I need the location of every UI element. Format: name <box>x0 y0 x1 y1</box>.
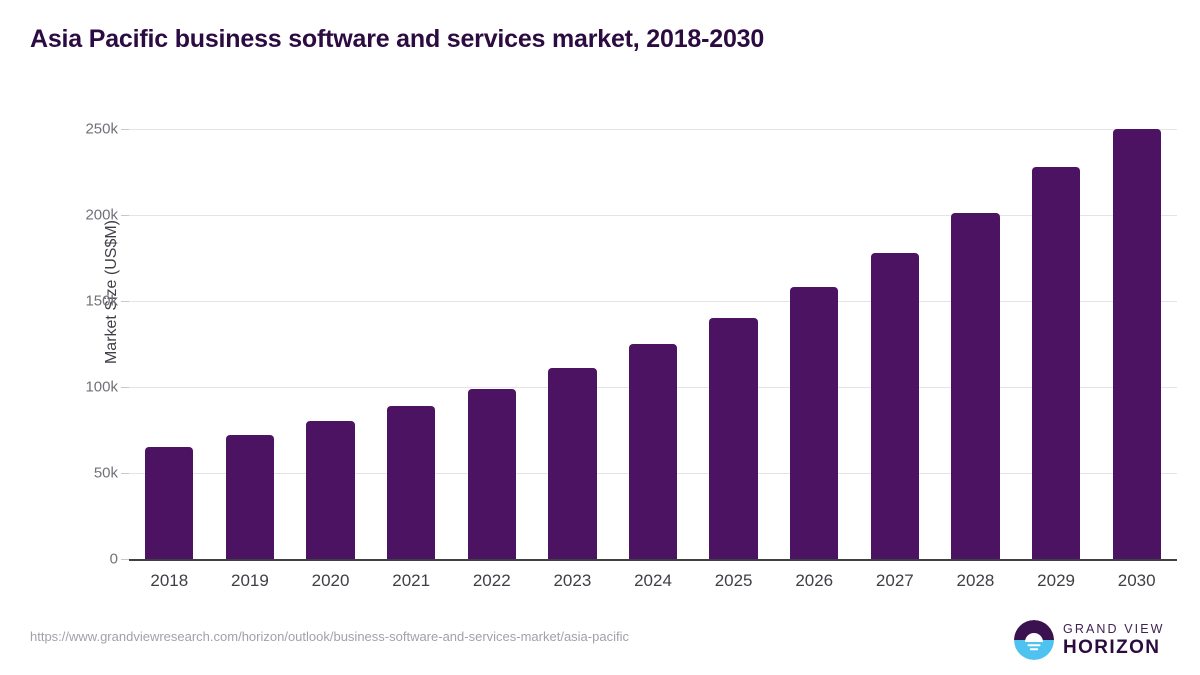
x-tick-label-2021: 2021 <box>392 571 431 590</box>
y-tick-mark <box>121 559 129 560</box>
x-tick-label-2025: 2025 <box>714 571 753 590</box>
y-tick-mark <box>121 301 129 302</box>
bar-slot[interactable] <box>1112 129 1161 559</box>
y-tick-label: 50k <box>93 464 118 482</box>
y-tick-label: 150k <box>85 292 118 310</box>
bar-slot[interactable] <box>628 129 678 559</box>
bar-slot[interactable] <box>467 129 516 559</box>
bar-slot[interactable] <box>790 129 839 559</box>
x-tick-label-2019: 2019 <box>231 571 269 590</box>
x-axis-line <box>129 559 1177 561</box>
x-tick-label-2026: 2026 <box>795 571 834 590</box>
x-tick-label-2028: 2028 <box>956 571 995 590</box>
bar-2028[interactable] <box>951 213 1000 559</box>
bar-2025[interactable] <box>709 318 758 559</box>
bar-2023[interactable] <box>548 368 597 559</box>
bar-slot[interactable] <box>306 129 355 559</box>
bar-2027[interactable] <box>870 252 920 559</box>
bar-2022[interactable] <box>467 388 516 559</box>
bar-2029[interactable] <box>1031 166 1081 559</box>
y-tick-mark <box>121 387 129 388</box>
y-tick-mark <box>121 215 129 216</box>
brand-line-1: GRAND VIEW <box>1063 621 1165 636</box>
gridline <box>129 301 1177 302</box>
bar-2020[interactable] <box>306 421 355 559</box>
bar-2019[interactable] <box>225 435 275 559</box>
bar-2026[interactable] <box>790 287 839 559</box>
gridline <box>129 215 1177 216</box>
x-tick-label-2024: 2024 <box>634 571 672 590</box>
y-tick-mark <box>121 129 129 130</box>
bar-slot[interactable] <box>709 129 758 559</box>
bar-slot[interactable] <box>870 129 920 559</box>
x-tick-label-2023: 2023 <box>553 571 592 590</box>
brand-logo[interactable]: GRAND VIEW HORIZON <box>1014 620 1165 660</box>
bar-2024[interactable] <box>628 344 678 559</box>
brand-line-2: HORIZON <box>1063 637 1161 659</box>
bar-slot[interactable] <box>225 129 275 559</box>
bar-2021[interactable] <box>386 405 436 559</box>
x-tick-label-2029: 2029 <box>1037 571 1075 590</box>
bar-2018[interactable] <box>145 447 194 559</box>
y-tick-mark <box>121 473 129 474</box>
y-tick-label: 250k <box>85 120 118 138</box>
y-tick-label: 100k <box>85 378 118 396</box>
plot-area <box>129 129 1177 559</box>
x-tick-label-2022: 2022 <box>472 571 511 590</box>
x-tick-label-2020: 2020 <box>311 571 350 590</box>
y-tick-label: 200k <box>85 206 118 224</box>
source-url[interactable]: https://www.grandviewresearch.com/horizo… <box>30 629 629 644</box>
brand-text: GRAND VIEW HORIZON <box>1063 623 1165 658</box>
bar-2030[interactable] <box>1112 129 1161 559</box>
bar-slot[interactable] <box>1031 129 1081 559</box>
bar-slot[interactable] <box>145 129 194 559</box>
gridline <box>129 129 1177 130</box>
horizon-logo-icon <box>1014 620 1054 660</box>
x-tick-label-2030: 2030 <box>1117 571 1156 590</box>
x-tick-label-2027: 2027 <box>875 571 914 590</box>
bar-slot[interactable] <box>386 129 436 559</box>
bar-slot[interactable] <box>548 129 597 559</box>
y-tick-label: 0 <box>109 550 118 568</box>
x-tick-label-2018: 2018 <box>150 571 189 590</box>
page-title: Asia Pacific business software and servi… <box>30 25 765 53</box>
bar-slot[interactable] <box>951 129 1000 559</box>
